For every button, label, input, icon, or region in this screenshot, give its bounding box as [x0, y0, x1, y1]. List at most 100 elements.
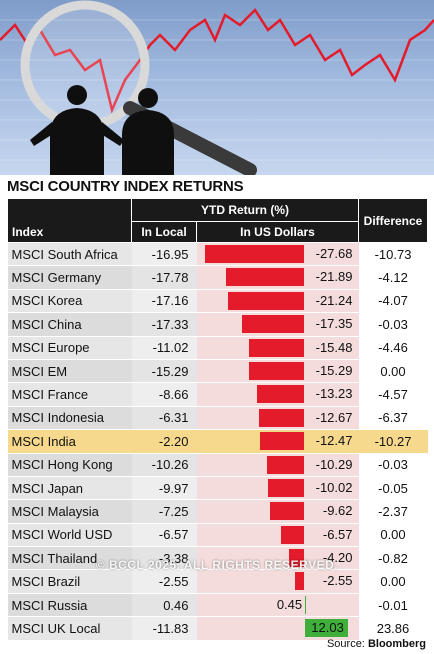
- cell-in-local: -11.02: [131, 336, 197, 360]
- cell-in-usd: -15.29: [196, 359, 359, 384]
- cell-difference: -0.05: [358, 476, 428, 501]
- cell-index-name: MSCI Hong Kong: [7, 453, 132, 477]
- cell-difference: -4.12: [358, 265, 428, 290]
- usd-return-bar: [267, 455, 305, 474]
- cell-difference: -10.27: [358, 429, 428, 454]
- header-in-local: In Local: [131, 221, 197, 243]
- table-row: MSCI Japan -9.97 -10.02 -0.05: [7, 476, 428, 501]
- source-name: Bloomberg: [367, 638, 426, 650]
- cell-index-name: MSCI Malaysia: [7, 499, 132, 524]
- table-row: MSCI Malaysia -7.25 -9.62 -2.37: [7, 499, 428, 524]
- usd-return-bar: [228, 291, 305, 310]
- usd-return-bar: [242, 315, 305, 334]
- cell-index-name: MSCI Germany: [7, 265, 132, 290]
- cell-difference: -0.03: [358, 312, 428, 337]
- table-row: MSCI China -17.33 -17.35 -0.03: [7, 312, 428, 337]
- source-label: Source:: [326, 638, 365, 650]
- cell-index-name: MSCI Korea: [7, 289, 132, 314]
- cell-in-local: -16.95: [131, 242, 197, 267]
- cell-index-name: MSCI Europe: [7, 336, 132, 360]
- usd-return-bar: [249, 361, 305, 380]
- usd-return-bar: [295, 572, 305, 591]
- usd-return-label: -21.24: [315, 292, 353, 308]
- usd-return-label: -12.67: [315, 409, 353, 425]
- cell-difference: 0.00: [358, 523, 428, 548]
- cell-in-local: 0.46: [131, 593, 197, 618]
- table-row: MSCI Europe -11.02 -15.48 -4.46: [7, 336, 428, 360]
- table-row: MSCI World USD -6.57 -6.57 0.00: [7, 523, 428, 548]
- cell-difference: 23.86: [358, 616, 428, 641]
- usd-return-label: -21.89: [315, 269, 353, 285]
- cell-in-usd: -6.57: [196, 523, 359, 548]
- cell-difference: 0.00: [358, 569, 428, 594]
- cell-in-usd: -13.23: [196, 382, 359, 407]
- table-row: MSCI South Africa -16.95 -27.68 -10.73: [7, 242, 428, 267]
- cell-in-usd: -2.55: [196, 569, 359, 594]
- table-row: MSCI EM -15.29 -15.29 0.00: [7, 359, 428, 384]
- table-body: MSCI South Africa -16.95 -27.68 -10.73 MSCI …: [7, 242, 428, 641]
- cell-index-name: MSCI Indonesia: [7, 406, 132, 431]
- cell-index-name: MSCI India: [7, 429, 132, 454]
- usd-return-label: -27.68: [315, 246, 353, 261]
- cell-in-usd: -9.62: [196, 499, 359, 524]
- chart-title: MSCI COUNTRY INDEX RETURNS: [7, 178, 244, 195]
- cell-in-local: -10.26: [131, 453, 197, 477]
- cell-in-local: -6.31: [131, 406, 197, 431]
- table-row: MSCI Korea -17.16 -21.24 -4.07: [7, 289, 428, 314]
- cell-index-name: MSCI Brazil: [7, 569, 132, 594]
- cell-difference: 0.00: [358, 359, 428, 384]
- cell-in-local: -15.29: [131, 359, 197, 384]
- cell-difference: -6.37: [358, 406, 428, 431]
- table-row: MSCI Russia 0.46 0.45 -0.01: [7, 593, 428, 618]
- usd-return-label: -6.57: [322, 526, 353, 542]
- usd-return-bar: [268, 478, 305, 497]
- usd-return-label: -15.29: [315, 362, 353, 378]
- cell-in-usd: -4.20: [196, 546, 359, 571]
- cell-in-local: -3.38: [131, 546, 197, 571]
- cell-in-local: -8.66: [131, 382, 197, 407]
- usd-return-label: -10.29: [315, 456, 353, 472]
- usd-return-label: 0.45: [276, 596, 303, 612]
- cell-in-local: -17.16: [131, 289, 197, 314]
- cell-index-name: MSCI South Africa: [7, 242, 132, 267]
- cell-in-usd: -15.48: [196, 336, 359, 360]
- cell-in-usd: -10.02: [196, 476, 359, 501]
- cell-in-local: -2.20: [131, 429, 197, 454]
- header-row-sub: In Local In US Dollars: [8, 221, 428, 243]
- header-in-usd: In US Dollars: [196, 221, 359, 243]
- cell-in-usd: -12.67: [196, 406, 359, 431]
- header-ytd-return: YTD Return (%): [131, 198, 359, 222]
- cell-difference: -0.03: [358, 453, 428, 477]
- usd-return-label: -4.20: [322, 550, 353, 566]
- usd-return-bar: [269, 502, 305, 521]
- header-difference: Difference: [358, 198, 428, 243]
- cell-in-usd: -12.47: [196, 429, 359, 454]
- cell-index-name: MSCI World USD: [7, 523, 132, 548]
- usd-return-bar: [289, 549, 305, 568]
- header-row-group: Index YTD Return (%) Difference: [7, 198, 428, 243]
- cell-difference: -4.57: [358, 382, 428, 407]
- table-row: MSCI Thailand -3.38 -4.20 -0.82: [7, 546, 428, 571]
- usd-return-bar: [280, 525, 305, 544]
- cell-index-name: MSCI Russia: [7, 593, 132, 618]
- table-row: MSCI Brazil -2.55 -2.55 0.00: [7, 569, 428, 594]
- usd-return-bar: [258, 408, 305, 427]
- cell-in-usd: -10.29: [196, 453, 359, 477]
- cell-index-name: MSCI France: [7, 382, 132, 407]
- cell-in-usd: -27.68: [196, 242, 359, 267]
- market-ticker-illustration: [0, 0, 434, 175]
- cell-index-name: MSCI Thailand: [7, 546, 132, 571]
- cell-in-usd: -21.24: [196, 289, 359, 314]
- cell-index-name: MSCI EM: [7, 359, 132, 384]
- cell-in-usd: 0.45: [196, 593, 359, 618]
- cell-in-local: -11.83: [131, 616, 197, 641]
- source-note: Source: Bloomberg: [327, 638, 426, 650]
- table-row: MSCI Indonesia -6.31 -12.67 -6.37: [7, 406, 428, 431]
- cell-index-name: MSCI Japan: [7, 476, 132, 501]
- cell-in-usd: 12.03: [196, 616, 359, 641]
- hero-illustration: [0, 0, 434, 175]
- cell-difference: -4.07: [358, 289, 428, 314]
- usd-return-bar: [304, 619, 348, 638]
- cell-in-local: -7.25: [131, 499, 197, 524]
- usd-return-label: -9.62: [322, 503, 353, 519]
